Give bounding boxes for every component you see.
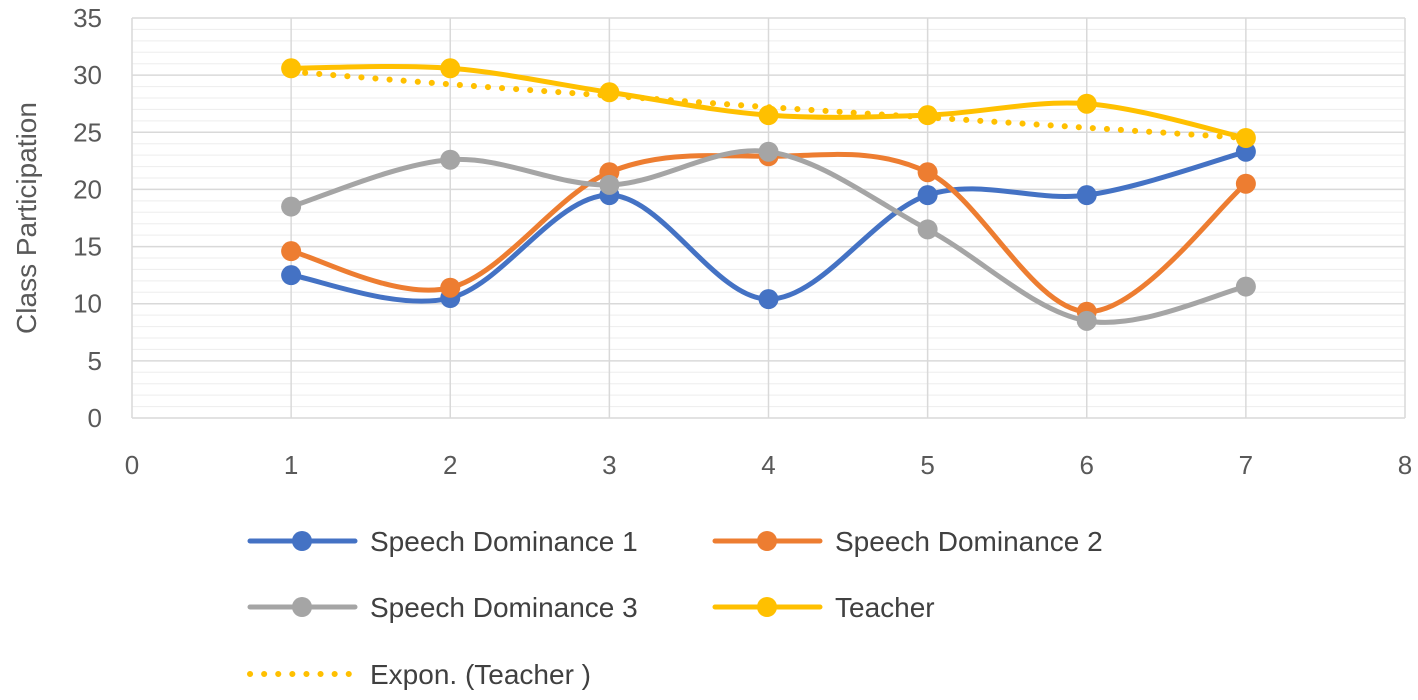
data-point-speech-dominance-3	[758, 141, 779, 162]
data-point-teacher	[758, 105, 779, 126]
y-tick-label: 5	[88, 346, 102, 376]
y-tick-label: 10	[73, 289, 102, 319]
data-point-speech-dominance-1	[1076, 185, 1097, 206]
data-point-speech-dominance-2	[440, 277, 461, 298]
data-point-teacher	[281, 58, 302, 79]
legend-label-speech-dominance-2: Speech Dominance 2	[835, 526, 1103, 557]
data-point-speech-dominance-3	[917, 219, 938, 240]
legend-label-speech-dominance-1: Speech Dominance 1	[370, 526, 638, 557]
axes: 0 5 10 15 20 25 30 35 0 1 2 3 4 5 6 7 8	[73, 3, 1412, 480]
legend: Speech Dominance 1 Speech Dominance 2 Spee…	[247, 526, 1103, 690]
y-tick-label: 15	[73, 232, 102, 262]
y-tick-label: 20	[73, 174, 102, 204]
data-point-speech-dominance-3	[281, 196, 302, 217]
data-point-speech-dominance-3	[440, 149, 461, 170]
series-layer	[281, 58, 1256, 331]
x-tick-label: 7	[1239, 450, 1253, 480]
data-point-speech-dominance-1	[281, 265, 302, 286]
grid	[131, 17, 1406, 419]
x-tick-label: 4	[761, 450, 775, 480]
data-point-teacher	[917, 105, 938, 126]
data-point-speech-dominance-3	[1076, 310, 1097, 331]
data-point-speech-dominance-2	[281, 241, 302, 262]
data-point-speech-dominance-2	[1235, 173, 1256, 194]
x-tick-label: 8	[1398, 450, 1412, 480]
x-tick-label: 2	[443, 450, 457, 480]
legend-marker-speech-dominance-3	[292, 597, 312, 617]
y-tick-label: 30	[73, 60, 102, 90]
data-point-speech-dominance-3	[599, 174, 620, 195]
y-tick-label: 35	[73, 3, 102, 33]
x-tick-label: 1	[284, 450, 298, 480]
data-point-teacher	[440, 58, 461, 79]
data-point-speech-dominance-3	[1235, 276, 1256, 297]
legend-marker-teacher	[757, 597, 777, 617]
y-tick-label: 0	[88, 403, 102, 433]
data-point-speech-dominance-1	[758, 289, 779, 310]
x-tick-label: 5	[920, 450, 934, 480]
data-point-teacher	[1235, 128, 1256, 148]
data-point-speech-dominance-2	[917, 162, 938, 183]
legend-label-expon-teacher: Expon. (Teacher )	[370, 659, 591, 690]
x-tick-label: 0	[125, 450, 139, 480]
data-point-speech-dominance-1	[917, 185, 938, 206]
data-point-teacher	[1076, 93, 1097, 114]
legend-marker-speech-dominance-1	[292, 531, 312, 551]
x-tick-label: 6	[1080, 450, 1094, 480]
legend-label-teacher: Teacher	[835, 592, 935, 623]
data-point-speech-dominance-1	[1235, 141, 1256, 162]
y-axis-title: Class Participation	[11, 102, 42, 334]
data-point-teacher	[599, 82, 620, 103]
x-tick-label: 3	[602, 450, 616, 480]
legend-marker-speech-dominance-2	[757, 531, 777, 551]
legend-label-speech-dominance-3: Speech Dominance 3	[370, 592, 638, 623]
y-tick-label: 25	[73, 117, 102, 147]
